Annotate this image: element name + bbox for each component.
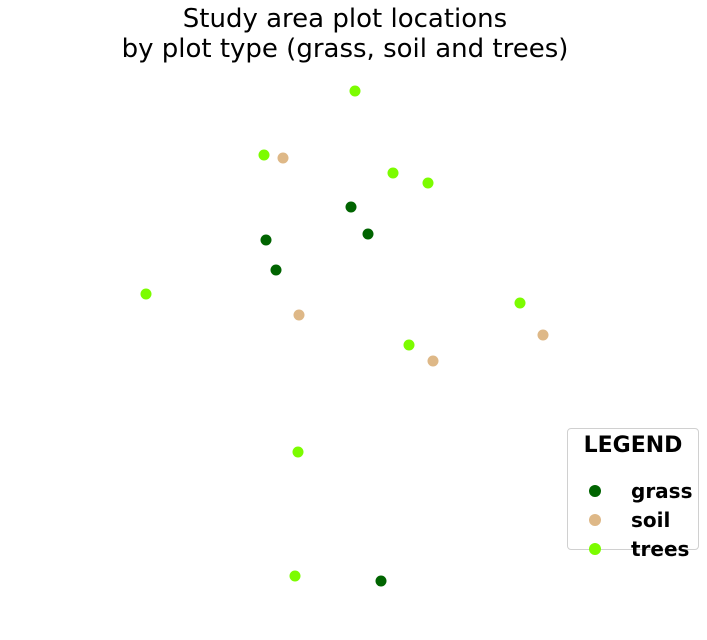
point-grass-1: [345, 201, 357, 213]
point-grass-2: [362, 228, 374, 240]
data-points-group: [140, 85, 549, 587]
legend: LEGEND grass soil trees: [567, 428, 699, 561]
point-trees-8: [292, 446, 304, 458]
chart-title: Study area plot locations by plot type (…: [0, 4, 690, 64]
legend-label-grass: grass: [631, 479, 693, 503]
legend-marker-trees: [589, 543, 601, 555]
point-soil-2: [293, 309, 305, 321]
point-grass-3: [260, 234, 272, 246]
point-trees-7: [403, 339, 415, 351]
point-trees-1: [349, 85, 361, 97]
legend-item-grass: grass: [568, 477, 698, 503]
point-trees-9: [289, 570, 301, 582]
legend-item-trees: trees: [568, 535, 698, 561]
legend-marker-soil: [589, 514, 601, 526]
legend-marker-grass: [589, 485, 601, 497]
chart-title-line-1: Study area plot locations: [182, 4, 508, 34]
point-trees-5: [140, 288, 152, 300]
point-soil-1: [277, 152, 289, 164]
legend-label-soil: soil: [631, 508, 671, 532]
point-trees-6: [514, 297, 526, 309]
point-trees-3: [387, 167, 399, 179]
legend-label-trees: trees: [631, 537, 690, 561]
point-grass-5: [375, 575, 387, 587]
chart-title-line-2: by plot type (grass, soil and trees): [121, 34, 569, 64]
point-soil-3: [537, 329, 549, 341]
point-grass-4: [270, 264, 282, 276]
point-trees-2: [258, 149, 270, 161]
legend-item-soil: soil: [568, 506, 698, 532]
point-soil-4: [427, 355, 439, 367]
point-trees-4: [422, 177, 434, 189]
legend-title: LEGEND: [583, 433, 683, 458]
